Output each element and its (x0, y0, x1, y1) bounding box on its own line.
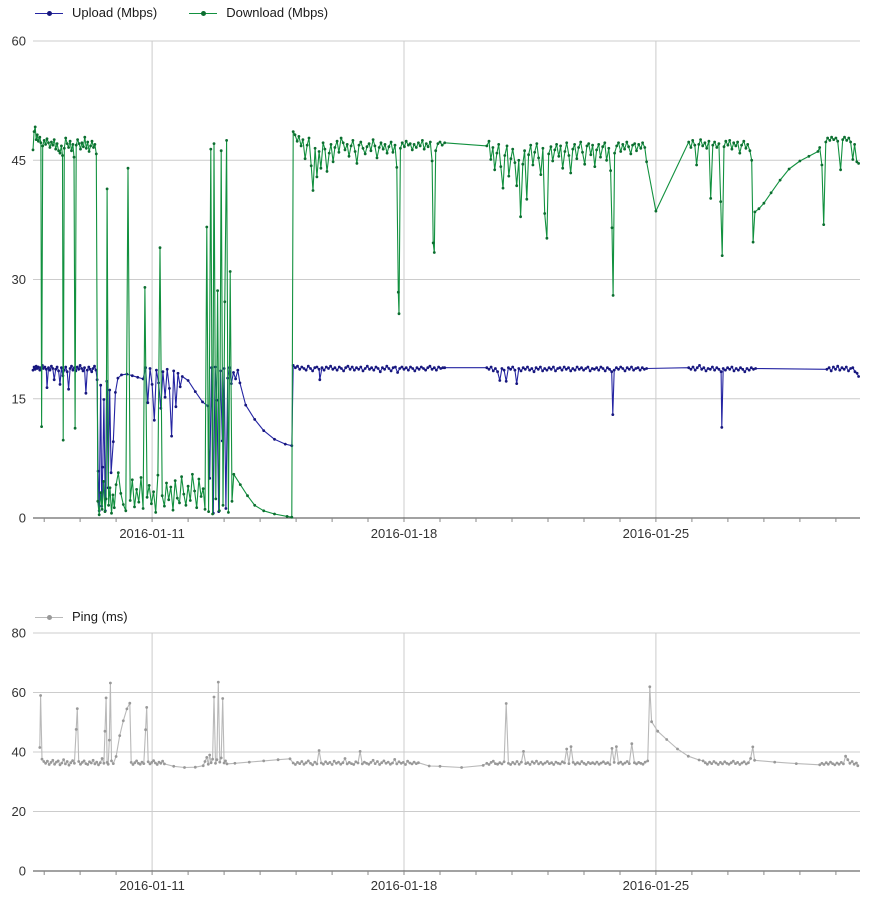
svg-text:2016-01-18: 2016-01-18 (371, 878, 438, 893)
svg-text:60: 60 (12, 34, 26, 49)
svg-text:2016-01-25: 2016-01-25 (623, 526, 690, 541)
ping-line-marker-icon (35, 613, 63, 622)
download-line-marker-icon (189, 9, 218, 18)
svg-text:30: 30 (12, 272, 26, 287)
svg-text:0: 0 (19, 511, 26, 526)
svg-text:2016-01-11: 2016-01-11 (119, 878, 185, 893)
ping-chart-legend: Ping (ms) (35, 610, 128, 624)
svg-text:45: 45 (12, 153, 26, 168)
legend-download-label: Download (Mbps) (226, 5, 329, 20)
upload-line-marker-icon (35, 9, 63, 18)
svg-text:15: 15 (12, 391, 26, 406)
legend-upload-label: Upload (Mbps) (72, 5, 158, 20)
legend-upload: Upload (Mbps) (35, 6, 157, 20)
legend-ping-label: Ping (ms) (72, 609, 128, 624)
bandwidth-chart-plot: 0 15 30 45 60 2016-01-11 2016-01-18 2016-01-25 (12, 34, 860, 541)
svg-text:60: 60 (12, 685, 26, 700)
ping-chart-plot: 0 20 40 60 80 2016-01-11 2016-01-18 2016-01-25 (12, 626, 860, 893)
svg-text:0: 0 (19, 864, 26, 879)
svg-text:2016-01-11: 2016-01-11 (119, 526, 185, 541)
legend-ping: Ping (ms) (35, 610, 128, 624)
svg-text:20: 20 (12, 804, 26, 819)
svg-text:80: 80 (12, 626, 26, 641)
svg-text:40: 40 (12, 745, 26, 760)
bandwidth-chart-legend: Upload (Mbps) Download (Mbps) (35, 6, 328, 20)
svg-text:2016-01-18: 2016-01-18 (371, 526, 438, 541)
legend-download: Download (Mbps) (189, 6, 328, 20)
svg-text:2016-01-25: 2016-01-25 (623, 878, 690, 893)
